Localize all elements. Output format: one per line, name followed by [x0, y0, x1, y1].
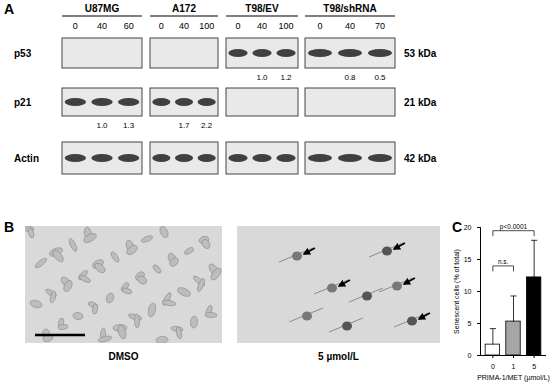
svg-text:21 kDa: 21 kDa: [404, 97, 437, 108]
svg-text:5: 5: [532, 363, 536, 370]
svg-text:42 kDa: 42 kDa: [404, 153, 437, 164]
svg-text:40: 40: [345, 21, 355, 31]
svg-text:1.0: 1.0: [96, 121, 108, 130]
svg-text:p21: p21: [14, 97, 32, 108]
svg-text:2.2: 2.2: [201, 121, 213, 130]
svg-text:100: 100: [199, 21, 214, 31]
svg-text:0: 0: [468, 352, 472, 359]
svg-text:PRIMA-1/MET (µmol/L): PRIMA-1/MET (µmol/L): [477, 374, 550, 382]
svg-text:5: 5: [468, 320, 472, 327]
svg-text:B: B: [4, 219, 14, 235]
svg-text:T98/shRNA: T98/shRNA: [323, 3, 376, 14]
svg-text:60: 60: [124, 21, 134, 31]
svg-text:Actin: Actin: [14, 153, 39, 164]
svg-text:C: C: [452, 219, 462, 235]
svg-text:1.2: 1.2: [280, 73, 292, 82]
svg-text:Senescent cells (% of total): Senescent cells (% of total): [453, 249, 461, 334]
svg-text:70: 70: [375, 21, 385, 31]
svg-text:0.8: 0.8: [344, 73, 356, 82]
svg-text:T98/EV: T98/EV: [245, 3, 279, 14]
svg-text:p53: p53: [14, 48, 32, 59]
svg-text:53 kDa: 53 kDa: [404, 48, 437, 59]
svg-text:U87MG: U87MG: [85, 3, 120, 14]
svg-text:40: 40: [179, 21, 189, 31]
svg-text:40: 40: [257, 21, 267, 31]
svg-text:p<0.0001: p<0.0001: [500, 223, 528, 231]
svg-text:0.5: 0.5: [374, 73, 386, 82]
svg-text:100: 100: [278, 21, 293, 31]
svg-text:0: 0: [491, 363, 495, 370]
svg-text:20: 20: [464, 224, 472, 231]
svg-text:0: 0: [235, 21, 240, 31]
svg-text:1: 1: [512, 363, 516, 370]
svg-text:1.3: 1.3: [123, 121, 135, 130]
svg-text:5 µmol/L: 5 µmol/L: [318, 351, 359, 362]
svg-text:A: A: [4, 1, 14, 17]
svg-text:1.0: 1.0: [256, 73, 268, 82]
svg-text:0: 0: [317, 21, 322, 31]
svg-text:10: 10: [464, 288, 472, 295]
svg-text:40: 40: [97, 21, 107, 31]
svg-text:A172: A172: [172, 3, 196, 14]
svg-text:15: 15: [464, 256, 472, 263]
svg-text:0: 0: [159, 21, 164, 31]
svg-text:n.s.: n.s.: [498, 258, 509, 265]
svg-text:0: 0: [73, 21, 78, 31]
svg-text:DMSO: DMSO: [109, 351, 139, 362]
svg-text:1.7: 1.7: [178, 121, 190, 130]
